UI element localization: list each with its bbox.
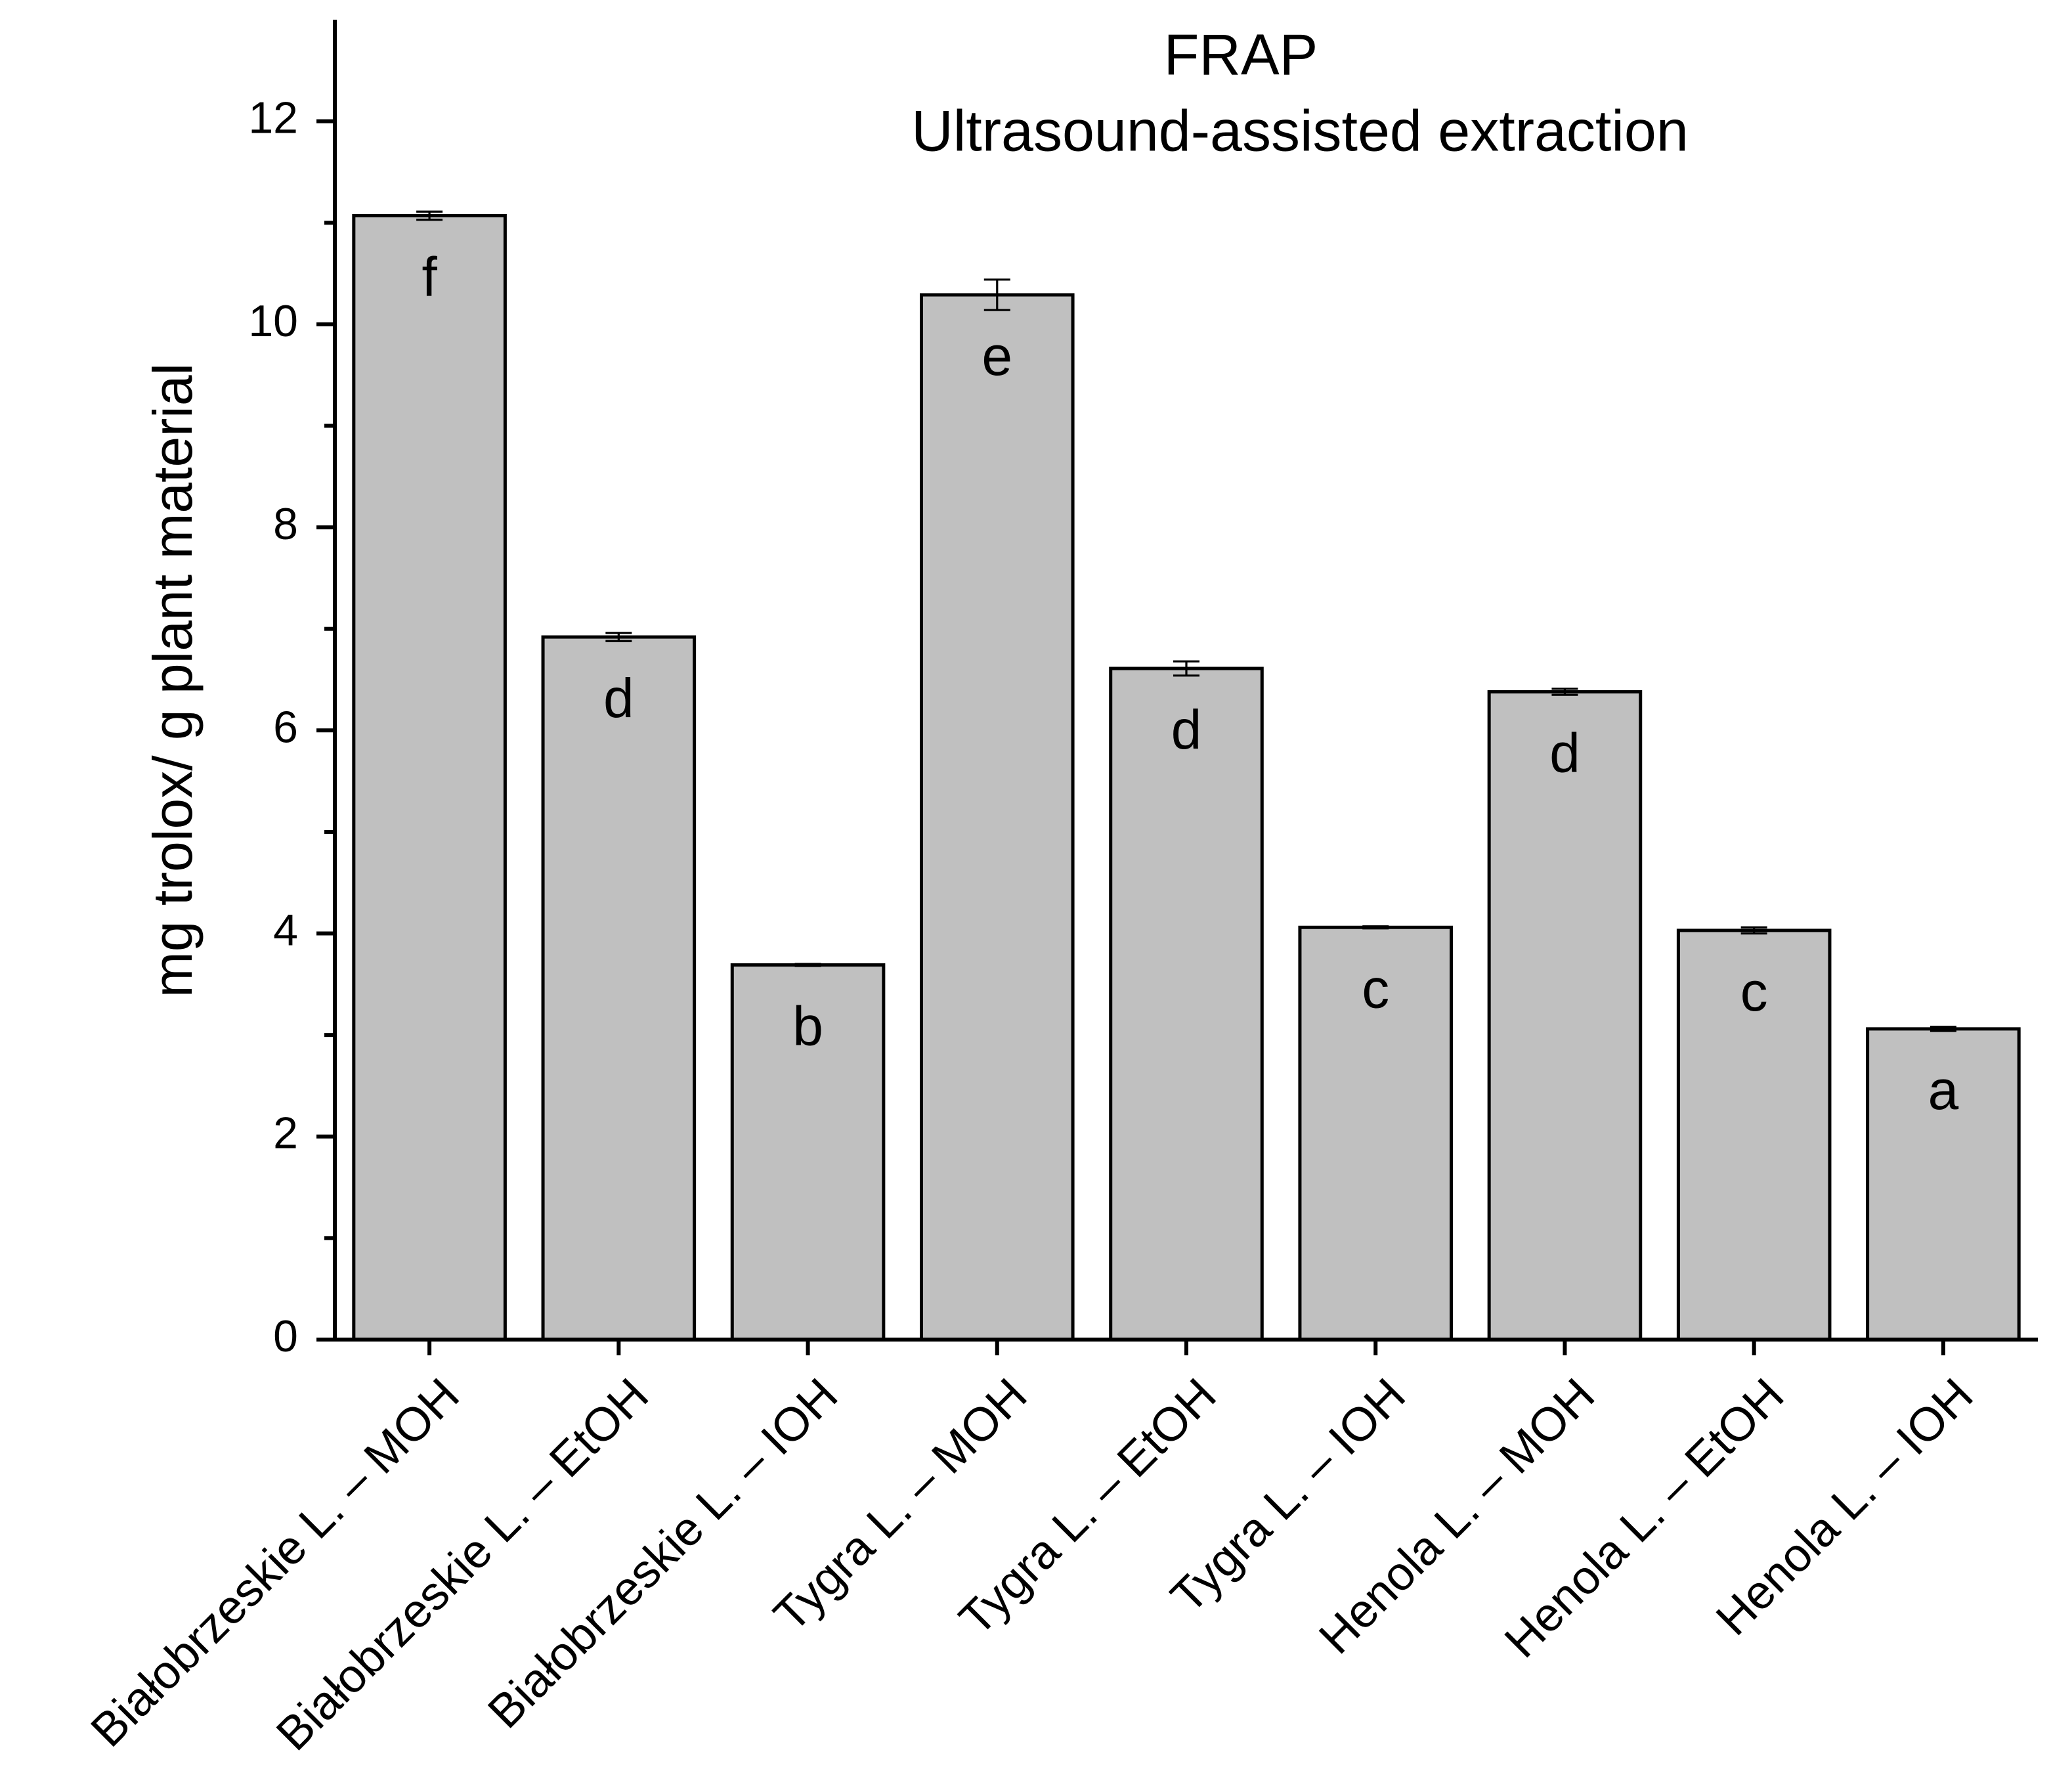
error-bar xyxy=(416,210,443,221)
x-tick-label: Białobrzeskie L. – EtOH xyxy=(267,1368,658,1760)
y-tick-label: 10 xyxy=(248,296,298,346)
significance-letter: e xyxy=(982,325,1012,387)
bar xyxy=(1676,929,1832,1342)
error-bar xyxy=(1173,660,1199,677)
significance-letter: b xyxy=(792,995,823,1057)
error-bar xyxy=(1362,925,1389,930)
bar xyxy=(541,635,697,1342)
bar xyxy=(1487,690,1643,1342)
significance-letter: c xyxy=(1362,957,1389,1019)
x-tick-label: Białobrzeskie L. – IOH xyxy=(478,1368,848,1738)
bar xyxy=(730,963,886,1342)
significance-letter: c xyxy=(1740,961,1768,1022)
bar xyxy=(352,213,507,1342)
y-tick-label: 8 xyxy=(273,499,298,549)
y-tick-label: 2 xyxy=(273,1108,298,1158)
significance-letter: a xyxy=(1928,1059,1959,1121)
error-bar xyxy=(1930,1026,1956,1032)
y-axis-label: mg trolox/ g plant material xyxy=(142,363,204,997)
error-bar xyxy=(1551,688,1578,696)
bar xyxy=(1109,667,1264,1342)
y-tick-label: 0 xyxy=(273,1311,298,1361)
y-tick-label: 12 xyxy=(248,93,298,143)
chart-title: FRAP xyxy=(1164,22,1318,87)
significance-letter: d xyxy=(603,667,634,729)
significance-letter: d xyxy=(1171,699,1202,760)
significance-letter: f xyxy=(421,246,437,308)
y-tick-label: 6 xyxy=(273,702,298,752)
x-tick-label: Białobrzeskie L. – MOH xyxy=(81,1368,469,1757)
bar xyxy=(919,293,1075,1342)
error-bar xyxy=(794,963,821,967)
error-bar xyxy=(983,278,1010,311)
error-bar xyxy=(1740,926,1767,935)
y-tick-label: 4 xyxy=(273,906,298,955)
error-bar xyxy=(605,632,632,642)
chart-subtitle: Ultrasound-assisted extraction xyxy=(911,98,1689,163)
bar xyxy=(1298,925,1454,1342)
significance-letter: d xyxy=(1549,722,1580,784)
